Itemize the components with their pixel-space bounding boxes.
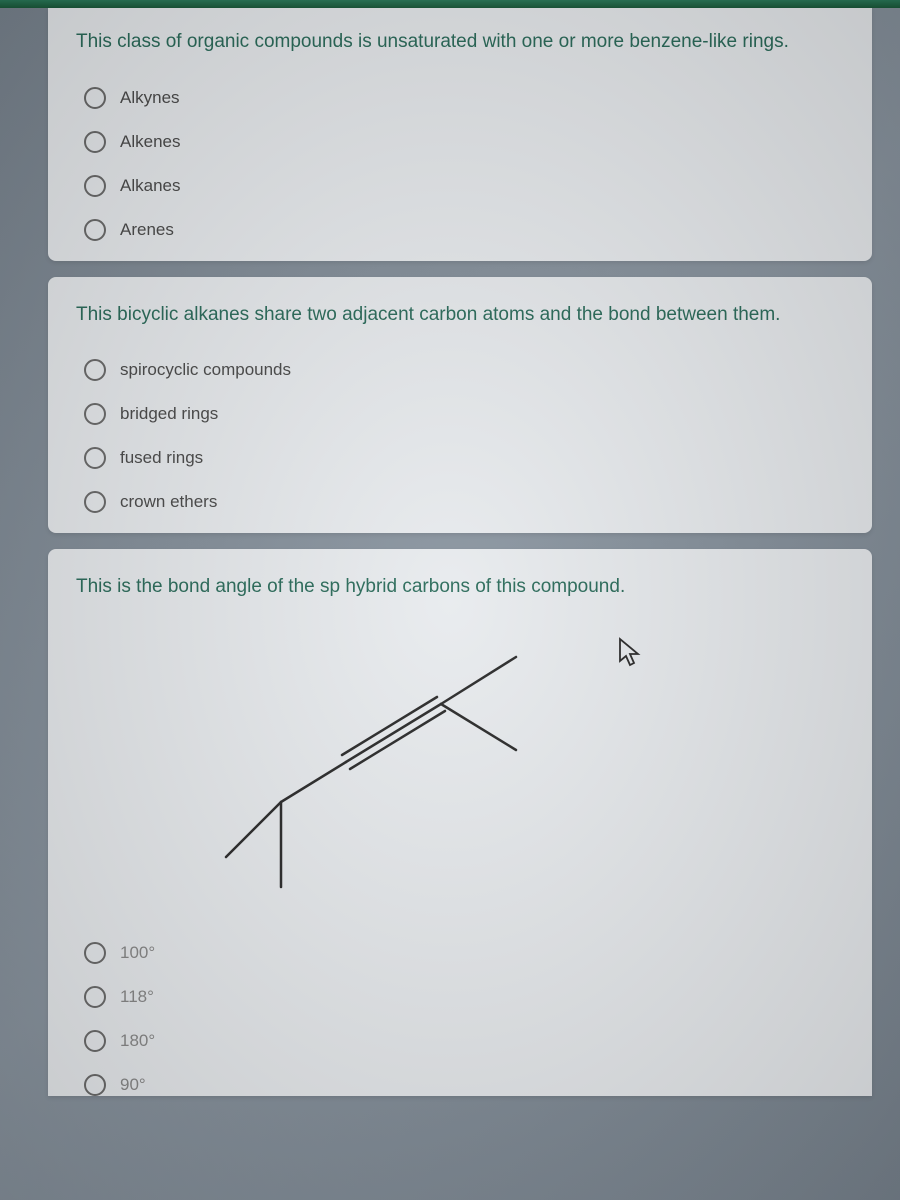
cursor-icon: [616, 637, 644, 669]
radio-icon: [84, 491, 106, 513]
radio-icon: [84, 131, 106, 153]
molecule-structure: [196, 642, 576, 902]
question-card-2: This bicyclic alkanes share two adjacent…: [48, 277, 872, 534]
option-label: crown ethers: [120, 492, 217, 512]
option-alkanes[interactable]: Alkanes: [84, 175, 844, 197]
option-label: 100°: [120, 943, 155, 963]
option-label: Alkenes: [120, 132, 180, 152]
option-label: bridged rings: [120, 404, 218, 424]
options-group: Alkynes Alkenes Alkanes Arenes: [76, 87, 844, 241]
radio-icon: [84, 359, 106, 381]
radio-icon: [84, 447, 106, 469]
option-118[interactable]: 118°: [84, 986, 844, 1008]
option-100[interactable]: 100°: [84, 942, 844, 964]
quiz-container: This class of organic compounds is unsat…: [0, 8, 900, 1096]
option-label: spirocyclic compounds: [120, 360, 291, 380]
option-spirocyclic[interactable]: spirocyclic compounds: [84, 359, 844, 381]
option-alkynes[interactable]: Alkynes: [84, 87, 844, 109]
radio-icon: [84, 1030, 106, 1052]
question-card-1: This class of organic compounds is unsat…: [48, 8, 872, 261]
option-fused[interactable]: fused rings: [84, 447, 844, 469]
option-label: 118°: [120, 987, 154, 1007]
option-label: Alkanes: [120, 176, 180, 196]
molecule-image-container: [76, 632, 844, 912]
option-bridged[interactable]: bridged rings: [84, 403, 844, 425]
radio-icon: [84, 175, 106, 197]
option-alkenes[interactable]: Alkenes: [84, 131, 844, 153]
option-label: 90°: [120, 1075, 146, 1095]
question-text: This class of organic compounds is unsat…: [76, 28, 844, 57]
option-arenes[interactable]: Arenes: [84, 219, 844, 241]
radio-icon: [84, 87, 106, 109]
radio-icon: [84, 403, 106, 425]
option-180[interactable]: 180°: [84, 1030, 844, 1052]
radio-icon: [84, 1074, 106, 1096]
radio-icon: [84, 986, 106, 1008]
option-90[interactable]: 90°: [84, 1074, 844, 1096]
radio-icon: [84, 942, 106, 964]
options-group: 100° 118° 180° 90°: [76, 942, 844, 1096]
option-label: 180°: [120, 1031, 155, 1051]
question-card-3: This is the bond angle of the sp hybrid …: [48, 549, 872, 1096]
question-text: This bicyclic alkanes share two adjacent…: [76, 301, 844, 330]
option-label: fused rings: [120, 448, 203, 468]
top-accent-bar: [0, 0, 900, 8]
question-text: This is the bond angle of the sp hybrid …: [76, 573, 844, 602]
option-crown[interactable]: crown ethers: [84, 491, 844, 513]
option-label: Arenes: [120, 220, 174, 240]
option-label: Alkynes: [120, 88, 180, 108]
options-group: spirocyclic compounds bridged rings fuse…: [76, 359, 844, 513]
radio-icon: [84, 219, 106, 241]
